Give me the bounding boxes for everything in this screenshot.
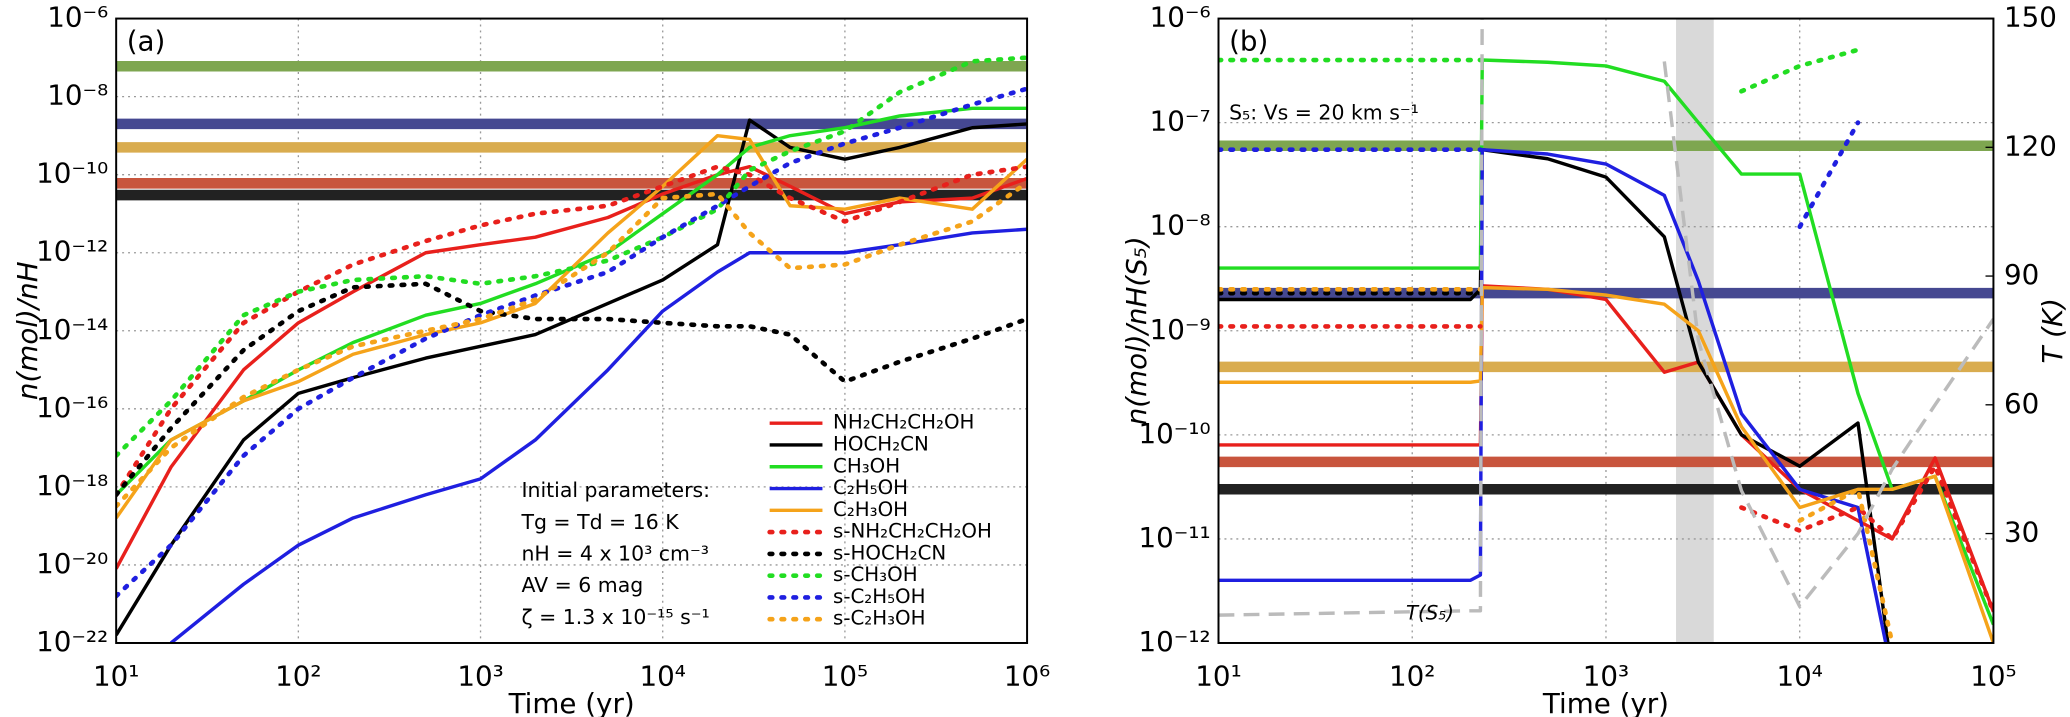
y-tick-label: 10⁻¹⁰ — [36, 157, 108, 190]
panel-label: (b) — [1229, 24, 1268, 57]
y2-tick-label: 150 — [2004, 1, 2057, 34]
series-line — [169, 227, 1028, 643]
y-tick-label: 10⁻¹² — [36, 235, 108, 268]
plot-area — [1218, 18, 1994, 643]
y2-tick-label: 90 — [2004, 258, 2039, 291]
y-tick-label: 10⁻⁶ — [47, 1, 108, 34]
y-tick-label: 10⁻¹¹ — [1138, 521, 1210, 554]
panel-label: (a) — [127, 24, 166, 57]
y-tick-label: 10⁻¹⁴ — [36, 313, 108, 346]
x-axis-label: Time (yr) — [508, 687, 635, 717]
legend-label: C₂H₅OH — [833, 476, 908, 499]
legend-label: s-HOCH₂CN — [833, 541, 946, 564]
series-line — [116, 133, 1028, 519]
y-tick-label: 10⁻¹⁰ — [1138, 417, 1210, 450]
y-tick-label: 10⁻¹² — [1138, 625, 1210, 658]
x-tick-label: 10¹ — [1195, 659, 1241, 692]
legend-label: NH₂CH₂CH₂OH — [833, 411, 974, 434]
legend-label: HOCH₂CN — [833, 432, 929, 455]
y-tick-label: 10⁻⁷ — [1150, 105, 1211, 138]
x-tick-label: 10⁵ — [1970, 659, 2016, 692]
annotation: nH = 4 x 10³ cm⁻³ — [521, 542, 708, 566]
series-line — [116, 281, 1028, 498]
y-tick-label: 10⁻⁸ — [47, 79, 108, 112]
legend-label: s-C₂H₅OH — [833, 585, 926, 608]
annotation: S₅: Vs = 20 km s⁻¹ — [1229, 101, 1419, 125]
series-line — [116, 106, 1028, 496]
legend-label: s-C₂H₃OH — [833, 607, 926, 630]
x-tick-label: 10² — [1389, 659, 1435, 692]
y-axis-label: n(mol)/nH — [11, 261, 44, 400]
series-line — [116, 55, 1028, 458]
y2-tick-label: 120 — [2004, 129, 2057, 162]
series-line — [1218, 147, 1888, 643]
x-tick-label: 10² — [275, 659, 321, 692]
legend-label: s-NH₂CH₂CH₂OH — [833, 520, 992, 543]
x-axis-label: Time (yr) — [1542, 687, 1669, 717]
y2-axis-label: T (K) — [2036, 298, 2069, 364]
y-axis-label: n(mol)/nH(S₅) — [1120, 236, 1153, 425]
series-line — [1218, 120, 1861, 230]
series-line — [116, 118, 1028, 636]
legend-label: C₂H₃OH — [833, 498, 908, 521]
x-tick-label: 10⁴ — [1777, 659, 1823, 692]
annotation: Initial parameters: — [521, 478, 710, 502]
series-line — [1218, 47, 1861, 94]
plot-area — [116, 18, 1028, 643]
x-tick-label: 10³ — [457, 659, 503, 692]
y2-tick-label: 30 — [2004, 516, 2039, 549]
series-line — [1218, 147, 1890, 643]
x-tick-label: 10⁴ — [640, 659, 686, 692]
legend-label: s-CH₃OH — [833, 563, 918, 586]
x-tick-label: 10¹ — [93, 659, 139, 692]
plot-frame — [1217, 17, 1995, 644]
annotation: Tg = Td = 16 K — [520, 510, 679, 534]
x-tick-label: 10³ — [1583, 659, 1629, 692]
y-tick-label: 10⁻²⁰ — [36, 547, 108, 580]
y-tick-label: 10⁻¹⁸ — [36, 469, 108, 502]
series-label: T(S₅) — [1406, 601, 1454, 624]
y-tick-label: 10⁻⁶ — [1150, 1, 1211, 34]
series-line — [1218, 18, 1994, 617]
plot-frame — [115, 17, 1029, 644]
y-tick-label: 10⁻⁸ — [1150, 209, 1211, 242]
series-line — [116, 164, 1028, 570]
x-tick-label: 10⁵ — [822, 659, 868, 692]
y-tick-label: 10⁻⁹ — [1150, 313, 1211, 346]
x-tick-label: 10⁶ — [1004, 659, 1050, 692]
series-line — [1218, 324, 1994, 615]
annotation: ζ = 1.3 x 10⁻¹⁵ s⁻¹ — [521, 605, 709, 629]
annotation: AV = 6 mag — [521, 573, 643, 597]
y-tick-label: 10⁻²² — [36, 625, 108, 658]
legend-label: CH₃OH — [833, 454, 900, 477]
series-line — [1218, 287, 1895, 643]
y-tick-label: 10⁻¹⁶ — [36, 391, 108, 424]
y2-tick-label: 60 — [2004, 387, 2039, 420]
series-line — [116, 86, 1028, 599]
